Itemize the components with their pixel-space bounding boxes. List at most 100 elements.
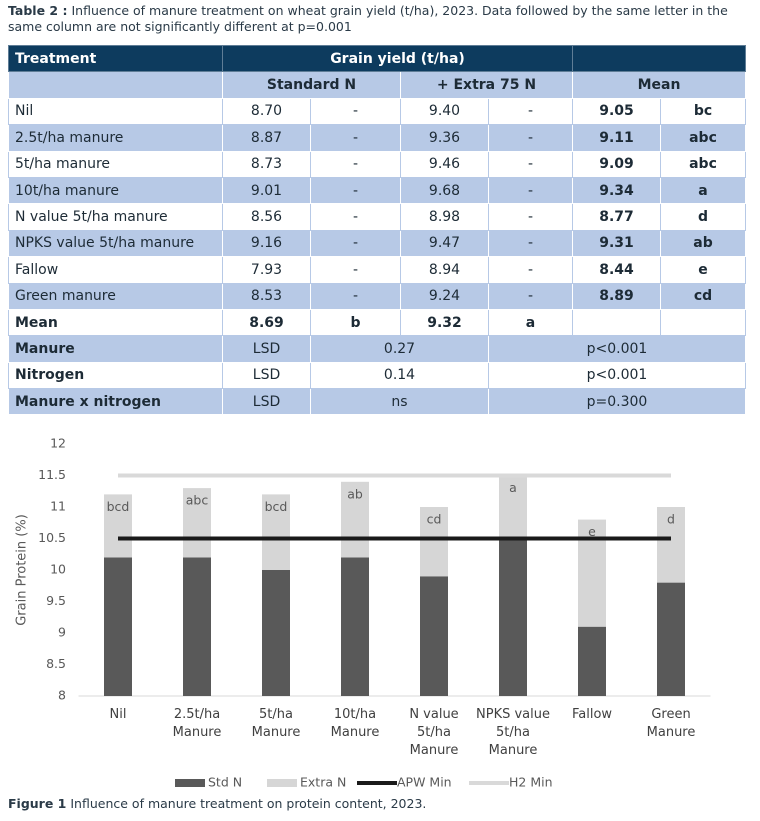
- chart: 8 8.5 9 9.5 10 10.5 11 11.5 12 Grain Protein (%) b…: [15, 436, 711, 790]
- stat-cell: Manure: [8, 335, 223, 363]
- mean-cell: [572, 308, 661, 337]
- mean-cell: 8.69: [222, 308, 311, 337]
- caption-text: Influence of manure treatment on wheat g…: [8, 3, 728, 34]
- table-cell: abc: [660, 150, 746, 178]
- stat-cell: p=0.300: [488, 388, 746, 416]
- y-tick-label: 9: [58, 625, 66, 640]
- stat-cell: 0.14: [310, 361, 489, 390]
- table-cell: -: [488, 282, 573, 310]
- table-cell: 8.87: [222, 124, 311, 152]
- table-cell: 8.70: [222, 97, 311, 126]
- stat-cell: LSD: [222, 335, 311, 363]
- y-tick-label: 8.5: [46, 656, 66, 671]
- letter-label: abc: [186, 493, 209, 508]
- table-cell: Fallow: [8, 256, 223, 284]
- table-cell: abc: [660, 124, 746, 152]
- table-cell: -: [310, 124, 401, 152]
- table-cell: -: [310, 203, 401, 231]
- x-tick-label: Fallow: [571, 707, 613, 722]
- table-row: NPKS value 5t/ha manure 9.16-9.47-9.31 ab: [8, 229, 746, 258]
- table-cell: -: [310, 256, 401, 284]
- table-cell: 9.34: [572, 176, 661, 205]
- table-cell: 2.5t/ha manure: [8, 124, 223, 152]
- table-cell: bc: [660, 97, 746, 126]
- bar-segment: [420, 507, 448, 577]
- stat-cell: p<0.001: [488, 361, 746, 390]
- bar-segment: [341, 481, 369, 558]
- table-cell: 9.46: [400, 150, 489, 178]
- x-tick-label: N value 5t/ha Manure: [409, 707, 459, 758]
- stat-cell: Nitrogen: [8, 361, 223, 390]
- mean-cell: [660, 308, 746, 337]
- y-tick-label: 12: [50, 436, 66, 451]
- y-tick-label: 10: [50, 562, 66, 577]
- legend-label: Extra N: [300, 775, 346, 790]
- bar-segment: [499, 538, 527, 696]
- table-cell: -: [310, 176, 401, 205]
- y-tick-label: 11: [50, 499, 66, 514]
- letter-label: ab: [347, 486, 363, 501]
- table-row: Manure x nitrogen LSD ns p=0.300: [8, 388, 746, 416]
- table-cell: Nil: [8, 97, 223, 126]
- letter-label: bcd: [107, 499, 130, 514]
- table-cell: d: [660, 203, 746, 231]
- table-row: 5t/ha manure 8.73-9.46-9.09 abc: [8, 150, 746, 178]
- letter-label: d: [667, 512, 675, 527]
- table-cell: -: [488, 203, 573, 231]
- table-cell: 9.40: [400, 97, 489, 126]
- x-tick-label: NPKS value 5t/ha Manure: [476, 707, 550, 758]
- table-cell: -: [488, 150, 573, 178]
- yield-table: Treatment Grain yield (t/ha) Standard N + E…: [8, 44, 746, 416]
- bar-segment: [578, 626, 606, 696]
- bar-segment: [262, 494, 290, 570]
- legend-label: APW Min: [397, 775, 452, 790]
- table-cell: 7.93: [222, 256, 311, 284]
- table-cell: 9.31: [572, 229, 661, 258]
- table-cell: NPKS value 5t/ha manure: [8, 229, 223, 258]
- table-cell: 8.44: [572, 256, 661, 284]
- x-tick-label: Green Manure: [646, 707, 696, 740]
- stat-cell: p<0.001: [488, 335, 746, 363]
- table-cell: 9.68: [400, 176, 489, 205]
- table-cell: 8.89: [572, 282, 661, 310]
- table-cell: 5t/ha manure: [8, 150, 223, 178]
- letter-label: e: [588, 524, 596, 539]
- table-row: Nitrogen LSD 0.14 p<0.001: [8, 361, 746, 390]
- subheader-cell: [8, 71, 223, 99]
- table-cell: 10t/ha manure: [8, 176, 223, 205]
- mean-cell: 9.32: [400, 308, 489, 337]
- table-cell: 9.36: [400, 124, 489, 152]
- table-cell: -: [310, 282, 401, 310]
- mean-cell: Mean: [8, 308, 223, 337]
- figure-caption: Figure 1 Influence of manure treatment on…: [8, 796, 426, 811]
- table-cell: 8.98: [400, 203, 489, 231]
- table-row: 10t/ha manure 9.01-9.68-9.34 a: [8, 176, 746, 205]
- table-cell: -: [488, 124, 573, 152]
- stat-cell: 0.27: [310, 335, 489, 363]
- header-cell: [572, 44, 746, 73]
- table-cell: 8.94: [400, 256, 489, 284]
- table-cell: 9.47: [400, 229, 489, 258]
- table-row: Manure LSD 0.27 p<0.001: [8, 335, 746, 363]
- x-tick-label: Nil: [109, 707, 127, 722]
- bar-segment: [104, 494, 132, 558]
- table-cell: 8.73: [222, 150, 311, 178]
- table-cell: -: [310, 97, 401, 126]
- mean-cell: b: [310, 308, 401, 337]
- table-cell: cd: [660, 282, 746, 310]
- bar-segment: [657, 582, 685, 696]
- stat-cell: LSD: [222, 388, 311, 416]
- legend-label: H2 Min: [509, 775, 553, 790]
- table-cell: 8.53: [222, 282, 311, 310]
- table-cell: 9.05: [572, 97, 661, 126]
- x-tick-label: 2.5t/ha Manure: [172, 707, 222, 740]
- bar-segment: [499, 475, 527, 539]
- y-axis-label: Grain Protein (%): [15, 514, 30, 626]
- y-tick-label: 10.5: [38, 530, 66, 545]
- table-cell: -: [488, 256, 573, 284]
- table-cell: ab: [660, 229, 746, 258]
- legend-label: Std N: [208, 775, 242, 790]
- table-cell: -: [310, 229, 401, 258]
- stat-cell: Manure x nitrogen: [8, 388, 223, 416]
